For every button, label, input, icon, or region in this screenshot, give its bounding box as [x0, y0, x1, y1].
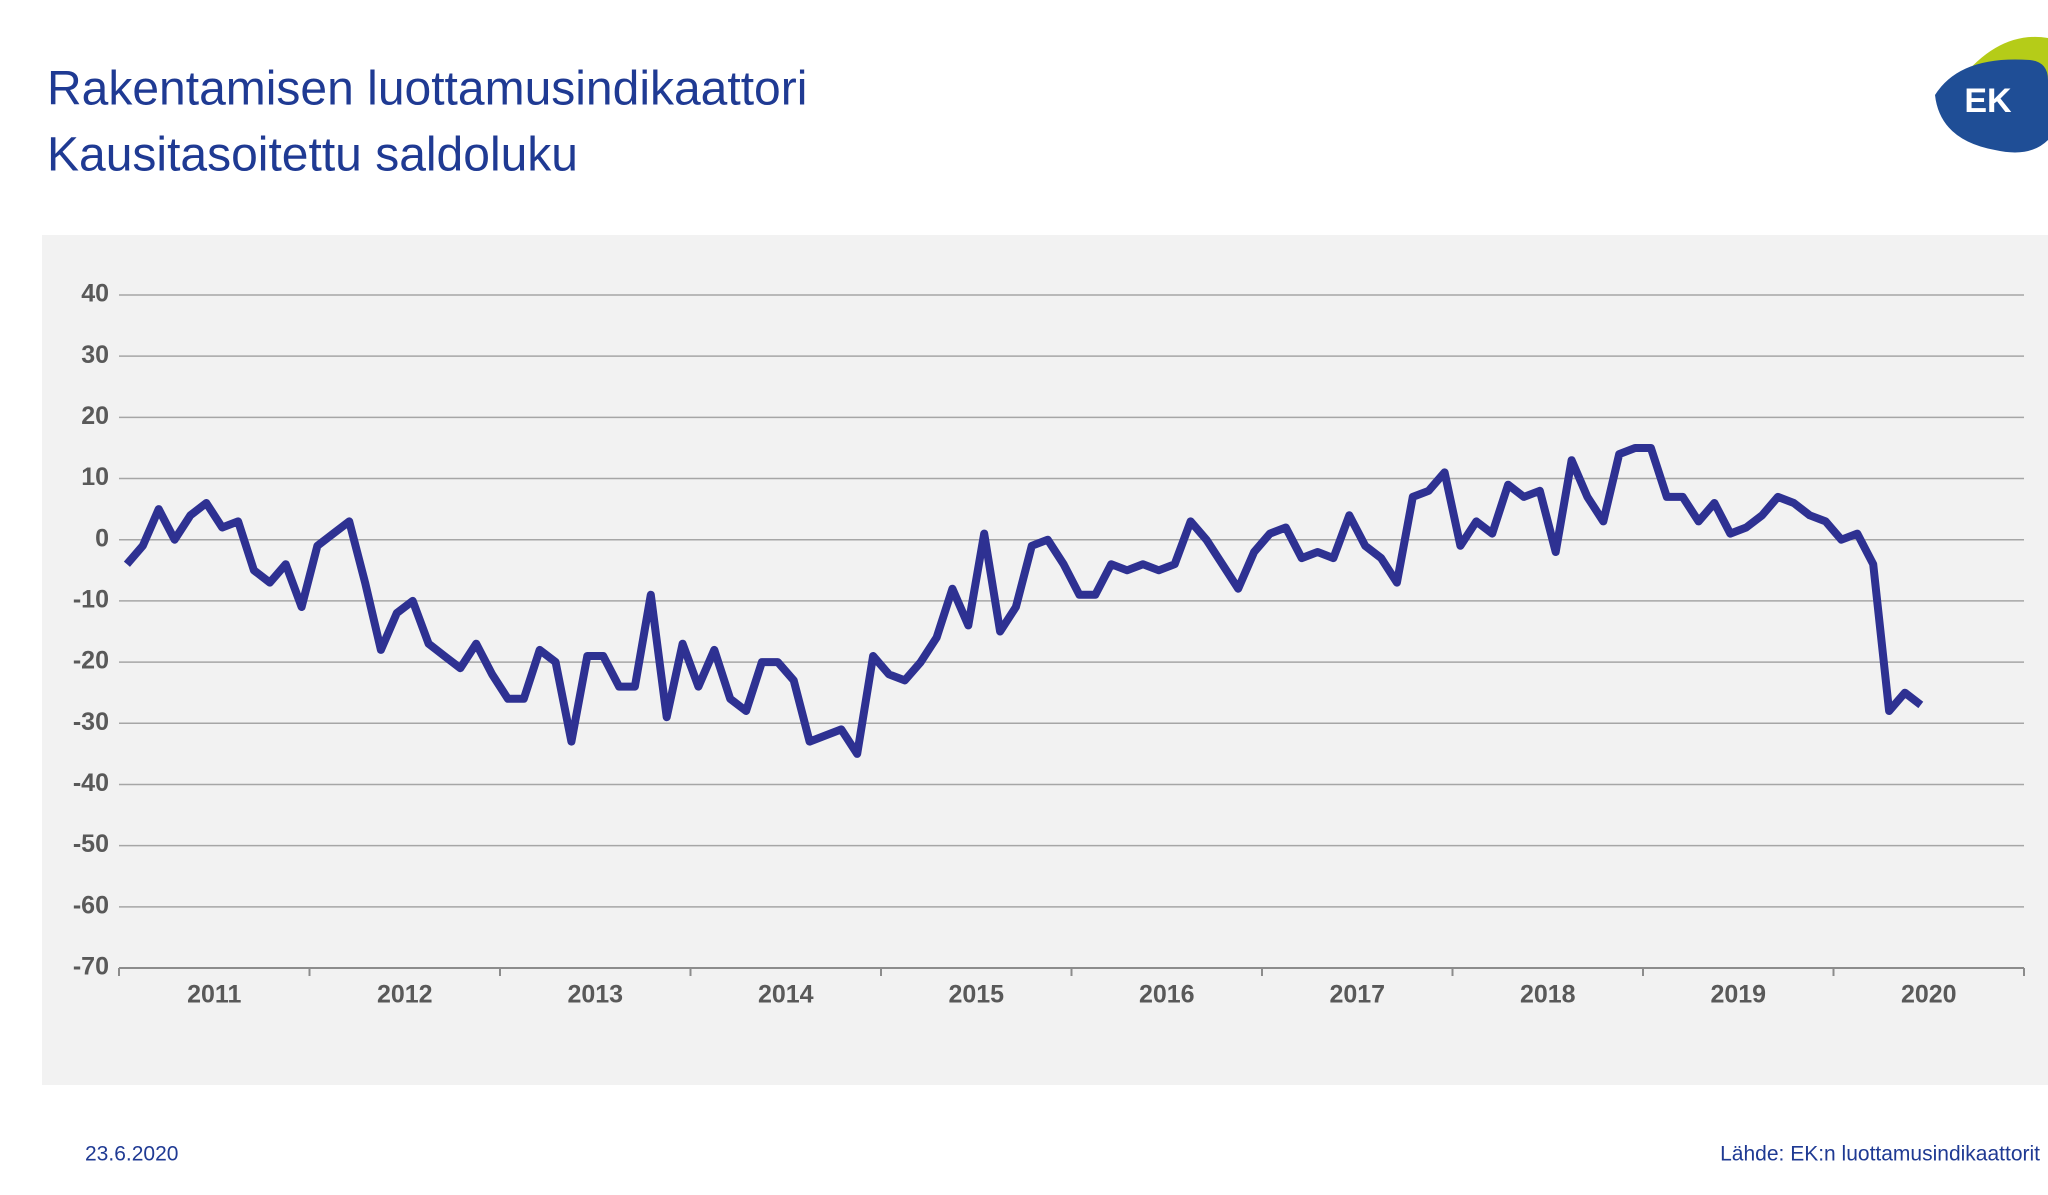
logo-text: EK: [1964, 82, 2012, 120]
y-tick-label: -30: [73, 708, 109, 736]
x-tick-label: 2020: [1901, 981, 1957, 1009]
x-tick-label: 2018: [1520, 981, 1576, 1009]
x-tick-label: 2012: [377, 981, 433, 1009]
y-tick-label: 40: [81, 280, 109, 308]
title: Rakentamisen luottamusindikaattori: [47, 63, 807, 116]
y-tick-label: 0: [95, 524, 109, 552]
y-tick-label: -20: [73, 647, 109, 675]
y-tick-label: 20: [81, 402, 109, 430]
x-tick-label: 2019: [1710, 981, 1766, 1009]
x-tick-label: 2013: [567, 981, 623, 1009]
source: Lähde: EK:n luottamusindikaattorit: [1720, 1143, 2040, 1166]
y-tick-label: -50: [73, 830, 109, 858]
y-tick-label: -70: [73, 953, 109, 981]
x-tick-label: 2016: [1139, 981, 1195, 1009]
y-tick-label: -40: [73, 769, 109, 797]
x-tick-label: 2017: [1329, 981, 1385, 1009]
x-tick-label: 2011: [187, 981, 241, 1009]
x-tick-label: 2015: [948, 981, 1004, 1009]
plot-background: [42, 235, 2048, 1085]
subtitle: Kausitasoitettu saldoluku: [47, 129, 578, 182]
date: 23.6.2020: [85, 1143, 178, 1166]
x-tick-label: 2014: [758, 981, 814, 1009]
logo: EK: [1935, 36, 2048, 153]
y-tick-label: 30: [81, 341, 109, 369]
line-series: [123, 444, 1924, 758]
y-tick-label: -10: [73, 586, 109, 614]
y-tick-label: -60: [73, 891, 109, 919]
y-tick-label: 10: [81, 463, 109, 491]
